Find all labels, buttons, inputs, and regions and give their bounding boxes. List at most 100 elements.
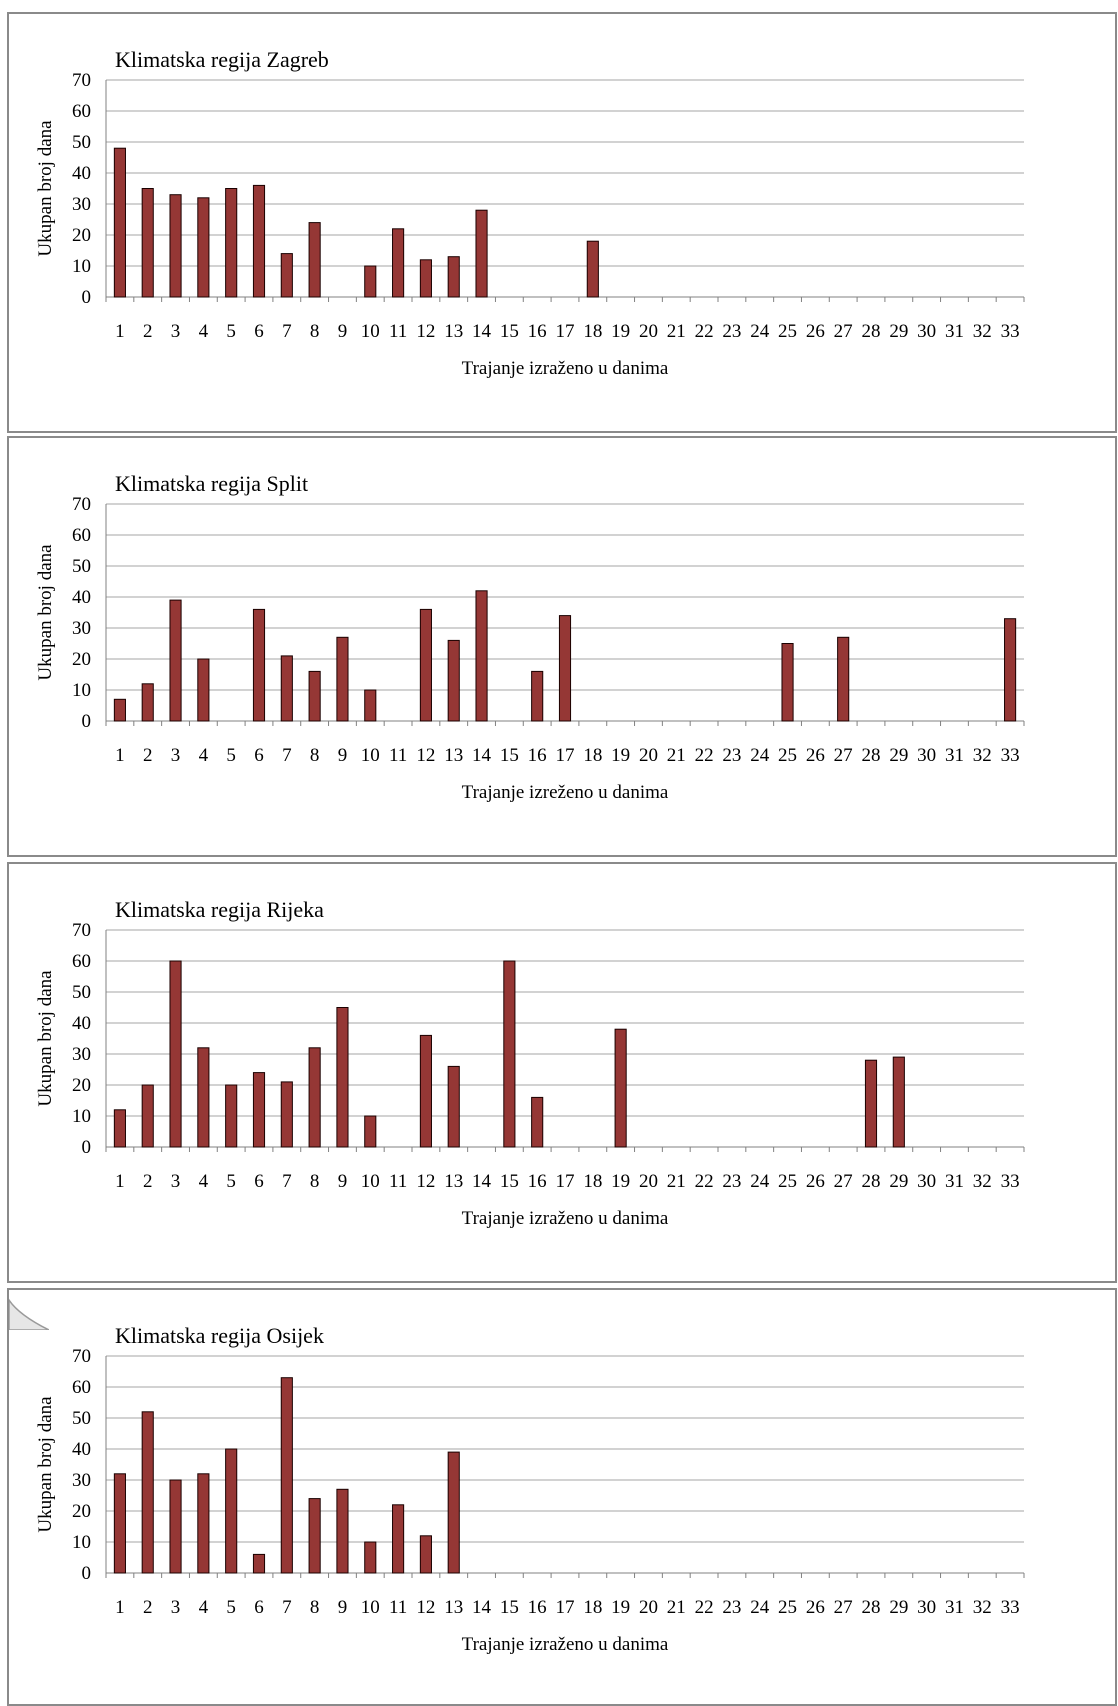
- bar: [197, 658, 210, 722]
- bar: [447, 639, 460, 722]
- chart-title: Klimatska regija Osijek: [115, 1323, 324, 1348]
- x-tick-label: 14: [472, 321, 492, 342]
- x-tick-label: 27: [834, 1171, 853, 1192]
- x-tick-label: 7: [282, 1171, 292, 1192]
- x-tick-label: 4: [199, 745, 209, 766]
- y-tick-label: 60: [72, 951, 91, 972]
- bar: [197, 197, 210, 298]
- y-tick-label: 60: [72, 525, 91, 546]
- y-tick-label: 10: [72, 1106, 91, 1127]
- y-tick-label: 60: [72, 1377, 91, 1398]
- y-tick-label: 20: [72, 1075, 91, 1096]
- x-tick-label: 11: [389, 745, 407, 766]
- y-tick-label: 40: [72, 1439, 91, 1460]
- bar: [614, 1028, 627, 1148]
- y-tick-label: 40: [72, 587, 91, 608]
- x-tick-label: 29: [889, 1597, 908, 1618]
- x-tick-label: 30: [917, 745, 936, 766]
- bar: [864, 1059, 878, 1148]
- x-tick-label: 16: [528, 745, 547, 766]
- bar: [892, 1056, 905, 1148]
- x-tick-label: 22: [695, 1171, 714, 1192]
- x-tick-label: 8: [310, 1597, 320, 1618]
- x-tick-label: 30: [917, 1597, 936, 1618]
- y-tick-label: 30: [72, 1044, 91, 1065]
- x-tick-label: 33: [1001, 1597, 1020, 1618]
- bar: [280, 1377, 293, 1574]
- x-tick-label: 31: [945, 1597, 964, 1618]
- bar: [280, 655, 293, 722]
- y-tick-label: 70: [72, 494, 91, 515]
- bar: [781, 643, 794, 722]
- x-tick-label: 28: [862, 745, 881, 766]
- x-tick-label: 17: [556, 321, 575, 342]
- bar: [364, 1541, 377, 1574]
- x-tick-label: 30: [917, 1171, 936, 1192]
- y-tick-label: 30: [72, 1470, 91, 1491]
- x-tick-label: 17: [556, 1171, 575, 1192]
- chart-panel-zagreb: Klimatska regija Zagreb 0 10 20 30 40 50 60 70 1 2…: [7, 12, 1117, 433]
- x-tick-label: 33: [1001, 1171, 1020, 1192]
- x-tick-label: 4: [199, 321, 209, 342]
- bar: [336, 1488, 349, 1574]
- bar: [113, 147, 126, 298]
- bar: [225, 188, 238, 298]
- y-tick-label: 70: [72, 920, 91, 941]
- x-tick-label: 29: [889, 321, 908, 342]
- x-tick-label: 12: [416, 745, 435, 766]
- x-tick-label: 12: [416, 1597, 435, 1618]
- x-tick-label: 20: [639, 1171, 658, 1192]
- x-tick-label: 25: [778, 745, 797, 766]
- x-axis-label: Trajanje izraženo u danima: [462, 358, 669, 379]
- x-tick-label: 21: [667, 321, 686, 342]
- x-tick-label: 1: [115, 1171, 125, 1192]
- x-tick-label: 13: [444, 1597, 463, 1618]
- x-tick-label: 7: [282, 745, 292, 766]
- bar: [447, 1065, 460, 1148]
- x-tick-label: 4: [199, 1597, 209, 1618]
- page-curl-decoration: [9, 1298, 49, 1330]
- x-tick-label: 18: [583, 1171, 602, 1192]
- x-tick-label: 16: [528, 1597, 547, 1618]
- y-tick-label: 20: [72, 649, 91, 670]
- x-tick-label: 18: [583, 745, 602, 766]
- chart-panel-rijeka: Klimatska regija Rijeka 0 10 20 30 40 50 60 70 1 2…: [7, 862, 1117, 1283]
- bar: [392, 1504, 405, 1574]
- y-tick-label: 30: [72, 194, 91, 215]
- x-tick-label: 22: [695, 745, 714, 766]
- x-tick-label: 27: [834, 321, 853, 342]
- y-tick-label: 40: [72, 1013, 91, 1034]
- y-tick-label: 50: [72, 982, 91, 1003]
- x-tick-label: 3: [171, 321, 181, 342]
- x-tick-label: 18: [583, 321, 602, 342]
- x-tick-label: 32: [973, 1597, 992, 1618]
- bar: [141, 188, 154, 298]
- x-tick-label: 12: [416, 1171, 435, 1192]
- x-tick-label: 19: [611, 745, 630, 766]
- x-tick-label: 11: [389, 321, 407, 342]
- y-tick-label: 0: [82, 1563, 92, 1584]
- x-tick-label: 17: [556, 745, 575, 766]
- x-tick-label: 20: [639, 745, 658, 766]
- x-tick-label: 27: [834, 745, 853, 766]
- bar: [336, 1007, 349, 1148]
- y-tick-label: 70: [72, 70, 91, 91]
- bar: [364, 1115, 377, 1148]
- x-tick-label: 26: [806, 321, 825, 342]
- x-tick-label: 33: [1001, 745, 1020, 766]
- x-tick-label: 2: [143, 321, 153, 342]
- x-tick-label: 24: [750, 321, 770, 342]
- y-axis-label: Ukupan broj dana: [35, 120, 56, 257]
- bar: [252, 184, 266, 298]
- y-tick-label: 60: [72, 101, 91, 122]
- x-tick-label: 2: [143, 745, 153, 766]
- x-tick-label: 2: [143, 1597, 153, 1618]
- x-tick-label: 22: [695, 1597, 714, 1618]
- bar: [280, 253, 293, 298]
- x-tick-label: 30: [917, 321, 936, 342]
- chart-title: Klimatska regija Split: [115, 471, 308, 496]
- x-tick-label: 16: [528, 321, 547, 342]
- bar: [308, 670, 321, 722]
